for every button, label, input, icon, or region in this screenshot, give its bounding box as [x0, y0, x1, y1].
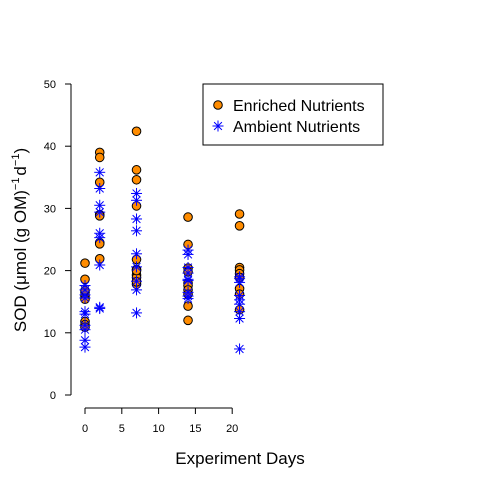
asterisk-stroke: [213, 121, 223, 131]
data-point-ambient: [94, 303, 106, 315]
series-enriched: [80, 126, 245, 333]
data-point-enriched: [80, 258, 90, 268]
y-label-mu: μ: [11, 275, 30, 285]
legend-entry-enriched: Enriched Nutrients: [213, 98, 365, 115]
asterisk-stroke: [235, 344, 244, 354]
asterisk-stroke: [80, 293, 90, 303]
data-point-ambient: [182, 275, 194, 287]
asterisk-stroke: [235, 314, 244, 323]
x-tick-label: 0: [82, 423, 88, 435]
y-label-prefix: SOD (: [11, 285, 30, 333]
asterisk-stroke: [132, 285, 141, 295]
data-point-ambient: [131, 248, 143, 260]
y-tick-label: 30: [44, 203, 56, 215]
asterisk-stroke: [183, 276, 193, 285]
x-tick-label: 20: [226, 423, 238, 435]
data-point-ambient: [234, 343, 246, 355]
y-label-exp-2: −1: [10, 154, 22, 167]
asterisk-stroke: [132, 189, 141, 198]
y-tick-label: 20: [44, 266, 56, 278]
y-axis-label: SOD (μmol (g OM)−1d−1): [10, 148, 30, 332]
asterisk-stroke: [80, 336, 90, 345]
data-point-ambient: [131, 187, 143, 199]
y-tick-label: 50: [44, 79, 56, 91]
data-point-enriched: [234, 221, 245, 231]
asterisk-stroke: [80, 342, 90, 352]
y-tick-label: 40: [44, 141, 56, 153]
asterisk-stroke: [132, 249, 141, 259]
x-axis-label: Experiment Days: [175, 449, 304, 468]
data-point-enriched: [183, 212, 193, 222]
y-tick-label: 10: [44, 328, 56, 340]
data-point-enriched: [234, 209, 245, 219]
asterisk-stroke: [132, 226, 141, 236]
asterisk-stroke: [235, 307, 244, 316]
asterisk-stroke: [183, 294, 193, 303]
data-point-ambient: [79, 308, 91, 320]
asterisk-stroke: [183, 268, 193, 278]
data-point-ambient: [182, 293, 194, 305]
asterisk-stroke: [132, 308, 141, 318]
asterisk-stroke: [95, 201, 104, 210]
series-ambient: [79, 166, 246, 355]
data-point-ambient: [131, 225, 143, 237]
asterisk-stroke: [132, 276, 141, 286]
asterisk-stroke: [95, 260, 104, 270]
data-point-ambient: [94, 259, 106, 271]
data-point-ambient: [131, 261, 143, 273]
data-point-ambient: [94, 182, 106, 194]
data-point-ambient: [79, 324, 91, 336]
asterisk-stroke: [95, 207, 104, 217]
data-point-enriched: [131, 165, 142, 175]
y-label-unit: mol (g OM): [11, 190, 30, 275]
legend-marker-circle: [213, 100, 223, 110]
asterisk-stroke: [235, 299, 244, 309]
axes: 0 10 20 30 40 50 0 5 10 15 20: [44, 79, 239, 435]
data-point-ambient: [94, 232, 106, 244]
x-tick-label: 10: [152, 423, 164, 435]
legend-label: Enriched Nutrients: [233, 98, 365, 115]
y-tick-label: 0: [50, 390, 56, 402]
legend-box: [202, 83, 384, 146]
data-point-ambient: [79, 292, 91, 304]
legend-entry-ambient: Ambient Nutrients: [212, 119, 360, 136]
data-point-ambient: [131, 307, 143, 319]
data-point-ambient: [131, 284, 143, 296]
data-point-enriched: [94, 152, 105, 163]
data-point-ambient: [182, 248, 194, 260]
y-ticks: 0 10 20 30 40 50: [44, 79, 71, 402]
data-point-ambient: [234, 312, 246, 324]
asterisk-stroke: [235, 278, 244, 287]
data-point-ambient: [94, 166, 106, 178]
y-label-close: ): [11, 148, 30, 154]
data-point-ambient: [79, 341, 91, 353]
asterisk-stroke: [183, 250, 193, 259]
legend-label: Ambient Nutrients: [233, 119, 360, 136]
asterisk-stroke: [80, 325, 90, 334]
data-point-enriched: [131, 126, 142, 137]
asterisk-stroke: [80, 309, 90, 319]
asterisk-stroke: [132, 196, 141, 205]
asterisk-stroke: [95, 233, 104, 242]
x-tick-label: 15: [189, 423, 201, 435]
y-label-d: d: [11, 166, 30, 175]
legend: Enriched Nutrients Ambient Nutrients: [202, 83, 384, 146]
data-point-ambient: [131, 213, 143, 225]
data-point-enriched: [131, 174, 142, 185]
data-point-enriched: [183, 315, 193, 326]
data-points: [79, 126, 246, 355]
data-point-ambient: [131, 194, 143, 206]
x-ticks: 0 5 10 15 20: [82, 408, 238, 435]
asterisk-stroke: [95, 304, 104, 313]
x-tick-label: 5: [119, 423, 125, 435]
asterisk-stroke: [132, 214, 141, 224]
asterisk-stroke: [95, 184, 104, 193]
data-point-ambient: [94, 206, 106, 218]
legend-marker-asterisk: [212, 120, 224, 132]
asterisk-stroke: [95, 168, 104, 177]
data-point-ambient: [234, 276, 246, 288]
y-label-exp-1: −1: [10, 178, 22, 191]
asterisk-stroke: [132, 262, 141, 272]
